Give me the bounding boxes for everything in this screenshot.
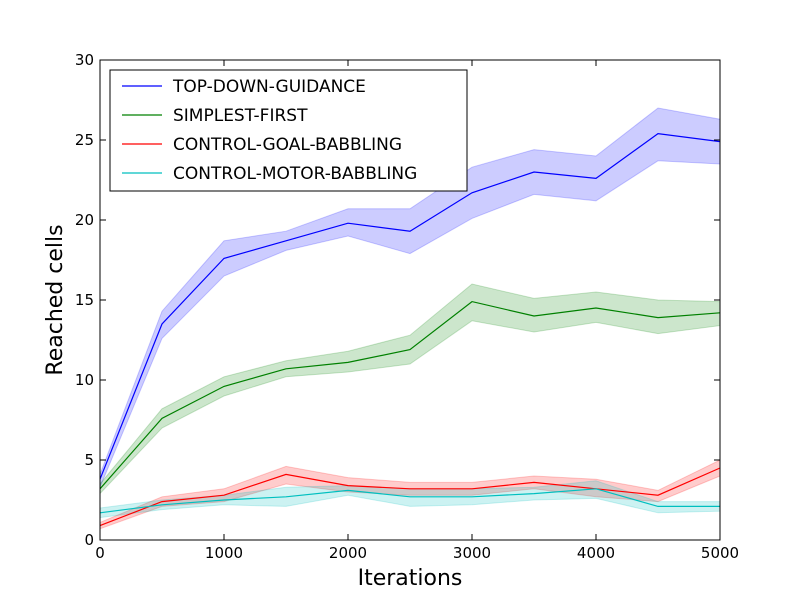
point-control-motor-babbling (160, 503, 164, 507)
legend-label-top-down-guidance: TOP-DOWN-GUIDANCE (172, 77, 366, 97)
y-tick-label: 30 (75, 51, 94, 69)
x-tick-label: 2000 (329, 544, 367, 562)
point-top-down-guidance (594, 176, 598, 180)
point-simplest-first (594, 306, 598, 310)
point-control-goal-babbling (656, 493, 660, 497)
point-control-motor-babbling (284, 495, 288, 499)
point-control-goal-babbling (284, 472, 288, 476)
point-top-down-guidance (532, 170, 536, 174)
point-control-motor-babbling (408, 495, 412, 499)
band-simplest-first (99, 283, 721, 495)
y-tick-label: 15 (75, 291, 94, 309)
point-control-goal-babbling (222, 493, 226, 497)
point-control-goal-babbling (470, 487, 474, 491)
y-tick-label: 20 (75, 211, 94, 229)
point-simplest-first (470, 300, 474, 304)
point-control-goal-babbling (346, 484, 350, 488)
legend-box (109, 69, 468, 192)
point-top-down-guidance (656, 132, 660, 136)
line-simplest-first (99, 300, 721, 490)
point-control-motor-babbling (470, 495, 474, 499)
point-simplest-first (160, 416, 164, 420)
point-top-down-guidance (346, 221, 350, 225)
point-control-motor-babbling (656, 504, 660, 508)
x-tick-label: 3000 (453, 544, 491, 562)
point-simplest-first (408, 348, 412, 352)
point-top-down-guidance (470, 191, 474, 195)
legend: TOP-DOWN-GUIDANCE SIMPLEST-FIRST CONTROL-G… (109, 69, 468, 192)
point-top-down-guidance (160, 322, 164, 326)
point-control-motor-babbling (222, 498, 226, 502)
legend-label-simplest-first: SIMPLEST-FIRST (173, 106, 308, 126)
y-axis-label: Reached cells (43, 224, 68, 375)
x-tick-label: 0 (95, 544, 105, 562)
point-simplest-first (532, 314, 536, 318)
y-tick-label: 10 (75, 371, 94, 389)
point-control-goal-babbling (532, 480, 536, 484)
point-top-down-guidance (222, 256, 226, 260)
axis-ticks: 0 1000 2000 3000 4000 5000 0 5 10 15 20 25 30 (75, 51, 739, 562)
series-lines (99, 132, 721, 527)
x-axis-label: Iterations (358, 566, 463, 591)
point-control-goal-babbling (408, 487, 412, 491)
line-control-goal-babbling (99, 467, 721, 527)
y-tick-label: 25 (75, 131, 94, 149)
point-control-motor-babbling (532, 492, 536, 496)
point-simplest-first (346, 360, 350, 364)
x-tick-label: 5000 (701, 544, 739, 562)
y-tick-label: 5 (84, 451, 94, 469)
y-tick-label: 0 (84, 531, 94, 549)
point-simplest-first (284, 367, 288, 371)
point-simplest-first (656, 316, 660, 320)
point-control-motor-babbling (594, 487, 598, 491)
line-control-motor-babbling (99, 488, 720, 514)
x-tick-label: 1000 (205, 544, 243, 562)
x-tick-label: 4000 (577, 544, 615, 562)
legend-label-control-goal-babbling: CONTROL-GOAL-BABBLING (173, 135, 402, 155)
point-top-down-guidance (284, 239, 288, 243)
point-top-down-guidance (408, 229, 412, 233)
point-control-motor-babbling (346, 488, 350, 492)
line-top-down-guidance (99, 132, 721, 480)
legend-label-control-motor-babbling: CONTROL-MOTOR-BABBLING (173, 164, 417, 184)
point-simplest-first (222, 384, 226, 388)
